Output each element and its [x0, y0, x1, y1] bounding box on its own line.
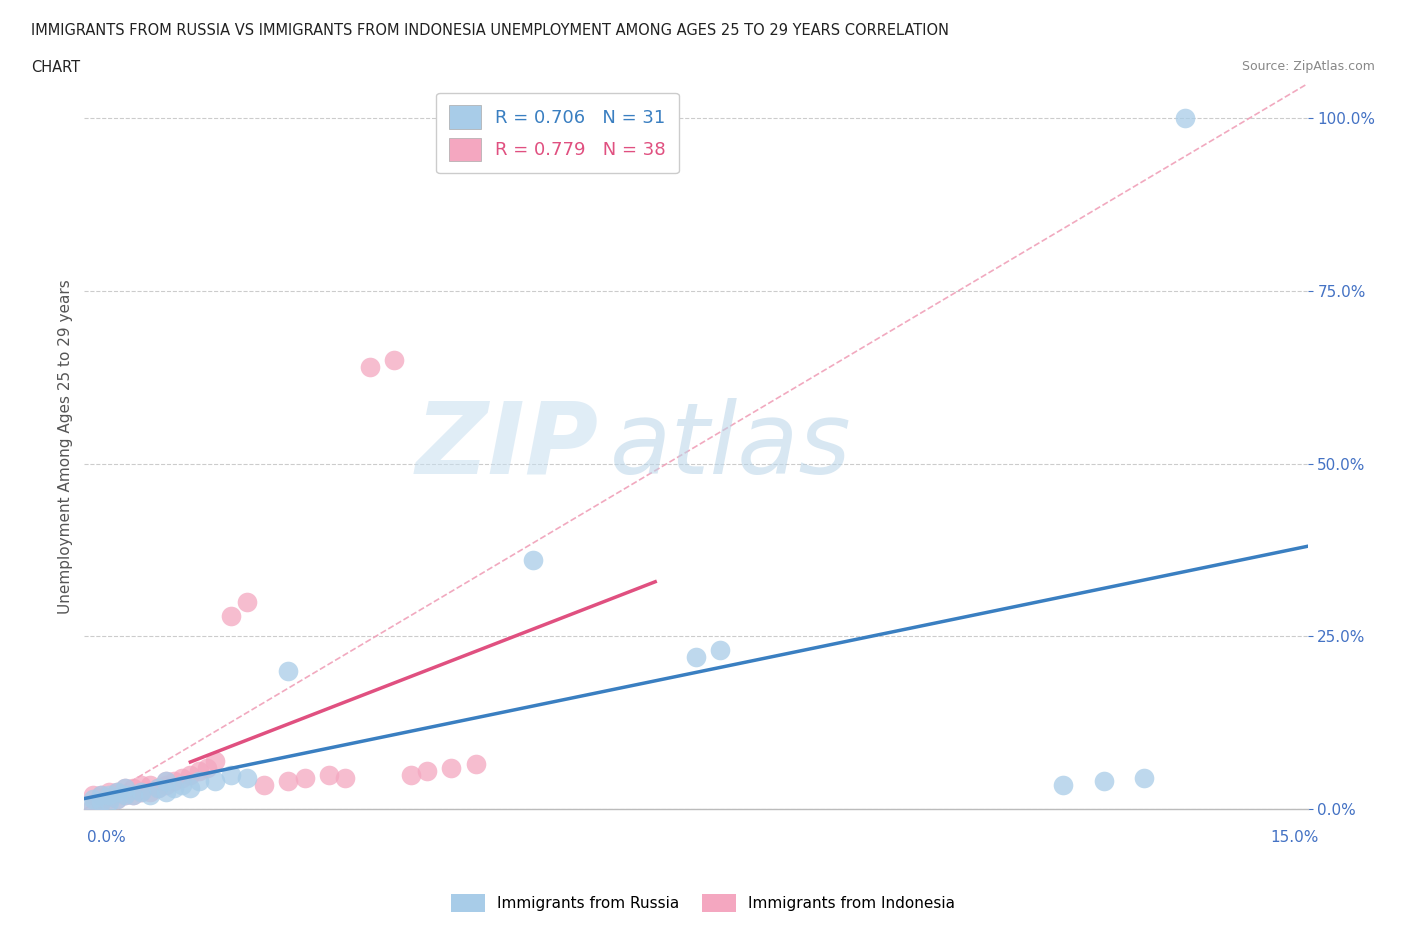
- Point: [1092, 774, 1115, 789]
- Point: [1052, 777, 1074, 792]
- Point: [146, 781, 169, 796]
- Point: [195, 760, 218, 775]
- Point: [219, 608, 242, 623]
- Text: Source: ZipAtlas.com: Source: ZipAtlas.com: [1241, 60, 1375, 73]
- Point: [179, 781, 201, 796]
- Point: [131, 784, 153, 799]
- Point: [416, 764, 439, 778]
- Point: [155, 774, 177, 789]
- Point: [277, 774, 299, 789]
- Point: [179, 767, 201, 782]
- Point: [105, 791, 128, 806]
- Text: IMMIGRANTS FROM RUSSIA VS IMMIGRANTS FROM INDONESIA UNEMPLOYMENT AMONG AGES 25 T: IMMIGRANTS FROM RUSSIA VS IMMIGRANTS FRO…: [31, 23, 949, 38]
- Point: [236, 594, 259, 609]
- Point: [219, 767, 242, 782]
- Point: [105, 784, 128, 799]
- Legend: Immigrants from Russia, Immigrants from Indonesia: Immigrants from Russia, Immigrants from …: [444, 888, 962, 918]
- Point: [82, 791, 104, 806]
- Point: [253, 777, 276, 792]
- Point: [90, 788, 112, 803]
- Point: [709, 643, 731, 658]
- Point: [114, 781, 136, 796]
- Point: [318, 767, 340, 782]
- Point: [114, 788, 136, 803]
- Point: [97, 784, 120, 799]
- Point: [204, 753, 226, 768]
- Point: [114, 788, 136, 803]
- Point: [172, 771, 194, 786]
- Text: 0.0%: 0.0%: [87, 830, 127, 844]
- Point: [359, 360, 381, 375]
- Point: [105, 784, 128, 799]
- Point: [97, 788, 120, 803]
- Point: [172, 777, 194, 792]
- Point: [204, 774, 226, 789]
- Point: [138, 777, 160, 792]
- Point: [1133, 771, 1156, 786]
- Text: CHART: CHART: [31, 60, 80, 75]
- Point: [335, 771, 357, 786]
- Legend: R = 0.706   N = 31, R = 0.779   N = 38: R = 0.706 N = 31, R = 0.779 N = 38: [436, 93, 679, 173]
- Point: [138, 788, 160, 803]
- Point: [1174, 111, 1197, 126]
- Point: [522, 553, 544, 568]
- Text: 15.0%: 15.0%: [1271, 830, 1319, 844]
- Point: [114, 781, 136, 796]
- Point: [105, 791, 128, 806]
- Point: [440, 760, 463, 775]
- Y-axis label: Unemployment Among Ages 25 to 29 years: Unemployment Among Ages 25 to 29 years: [58, 279, 73, 614]
- Point: [131, 777, 153, 792]
- Point: [187, 774, 209, 789]
- Point: [122, 781, 145, 796]
- Point: [294, 771, 316, 786]
- Point: [90, 795, 112, 810]
- Point: [122, 788, 145, 803]
- Text: ZIP: ZIP: [415, 398, 598, 495]
- Point: [82, 798, 104, 813]
- Point: [97, 791, 120, 806]
- Point: [685, 650, 707, 665]
- Point: [138, 784, 160, 799]
- Point: [90, 788, 112, 803]
- Point: [90, 795, 112, 810]
- Point: [155, 774, 177, 789]
- Point: [277, 663, 299, 678]
- Point: [399, 767, 422, 782]
- Point: [187, 764, 209, 778]
- Point: [146, 781, 169, 796]
- Point: [97, 795, 120, 810]
- Point: [163, 774, 186, 789]
- Point: [131, 784, 153, 799]
- Point: [382, 352, 405, 367]
- Text: atlas: atlas: [610, 398, 852, 495]
- Point: [163, 781, 186, 796]
- Point: [155, 777, 177, 792]
- Point: [464, 757, 486, 772]
- Point: [82, 788, 104, 803]
- Point: [122, 788, 145, 803]
- Point: [236, 771, 259, 786]
- Point: [155, 784, 177, 799]
- Point: [82, 798, 104, 813]
